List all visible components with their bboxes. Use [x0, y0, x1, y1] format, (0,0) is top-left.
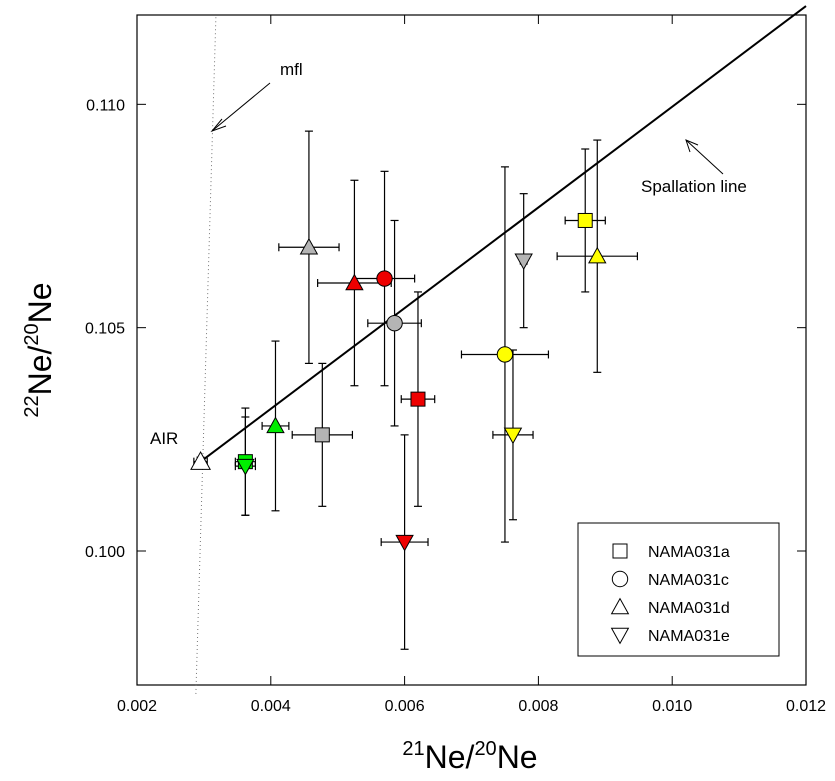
- mfl-arrow: [211, 82, 271, 132]
- x-tick-label: 0.012: [786, 698, 826, 715]
- x-tick-label: 0.010: [652, 698, 692, 715]
- legend-marker-circle: [611, 570, 629, 588]
- y-tick-label: 0.110: [86, 97, 125, 114]
- data-point-gray-triangle-down: [514, 253, 533, 271]
- mfl-arrowhead: [210, 118, 227, 133]
- data-point-red-circle: [376, 270, 393, 287]
- data-point-yellow-triangle-down: [503, 427, 523, 445]
- spallation-arrow: [685, 139, 724, 175]
- y-tick-label: 0.100: [85, 544, 125, 561]
- tick-labels: 0.002 0.004 0.006 0.008 0.010 0.012 0.100 0.105…: [85, 97, 826, 715]
- legend-box: [577, 522, 780, 657]
- mfl-line: [195, 14, 217, 694]
- data-point-red-square: [410, 391, 426, 407]
- data-point-yellow-square: [577, 212, 593, 228]
- legend-marker-triangle-up: [610, 597, 630, 615]
- data-point-yellow-triangle-up: [588, 246, 607, 264]
- legend-label: NAMA031d: [648, 600, 730, 617]
- x-axis-title: 21Ne/20Ne: [402, 738, 537, 775]
- data-markers: [190, 212, 607, 552]
- mfl-label: mfl: [280, 60, 303, 79]
- x-tick-label: 0.004: [251, 698, 291, 715]
- y-axis-title: 22Ne/20Ne: [21, 282, 58, 417]
- data-point-gray-square: [314, 427, 330, 443]
- spallation-line: [199, 5, 807, 463]
- x-tick-label: 0.006: [385, 698, 425, 715]
- axis-ticks: [136, 15, 807, 685]
- legend-label: NAMA031e: [648, 628, 730, 645]
- spallation-arrowhead: [685, 139, 699, 153]
- spallation-line-label: Spallation line: [641, 177, 747, 196]
- y-tick-label: 0.105: [85, 321, 125, 338]
- data-point-red-triangle-up: [345, 273, 364, 291]
- air-label: AIR: [150, 429, 178, 448]
- legend-marker-triangle-down: [610, 627, 630, 645]
- legend-marker-square: [612, 543, 628, 559]
- x-tick-label: 0.008: [518, 698, 558, 715]
- legend-label: NAMA031c: [648, 572, 729, 589]
- data-point-yellow-circle: [496, 346, 514, 363]
- air-point: [190, 451, 212, 470]
- legend: NAMA031a NAMA031c NAMA031d NAMA031e: [577, 522, 780, 657]
- data-point-gray-triangle-up: [299, 237, 319, 255]
- legend-label: NAMA031a: [648, 544, 730, 561]
- data-point-red-triangle-down: [395, 534, 414, 552]
- data-point-gray-circle: [386, 315, 403, 332]
- error-bars: [193, 130, 639, 650]
- data-point-green-triangle-up: [266, 416, 285, 434]
- data-point-green-triangle-down: [236, 458, 255, 476]
- plot-area-frame: [136, 14, 807, 686]
- x-tick-label: 0.002: [117, 698, 157, 715]
